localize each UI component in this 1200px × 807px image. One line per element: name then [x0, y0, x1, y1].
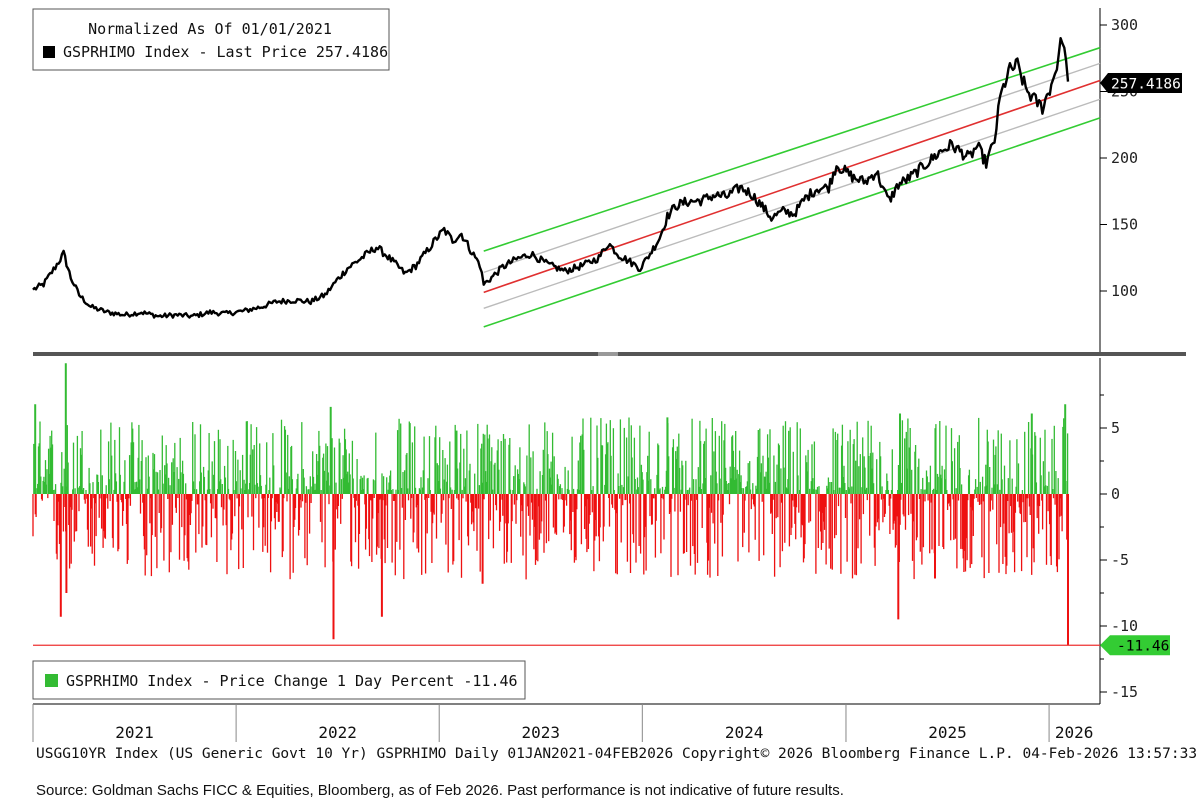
last-change-tag: -11.46 [1100, 635, 1170, 656]
trend-channel [483, 46, 1101, 328]
year-label: 2025 [928, 723, 967, 742]
channel-green-upper [483, 46, 1101, 252]
legend-title: Normalized As Of 01/01/2021 [88, 20, 332, 38]
channel-grey-upper [483, 62, 1101, 274]
year-label: 2024 [725, 723, 764, 742]
divider-handle[interactable] [598, 352, 618, 356]
bloomberg-footer: USGG10YR Index (US Generic Govt 10 Yr) G… [36, 746, 1198, 762]
price-tick-label: 150 [1111, 216, 1138, 234]
time-axis: 2021 2022 2023 2024 2025 2026 [32, 703, 1100, 742]
year-label: 2026 [1055, 723, 1094, 742]
price-panel: 100150200250300 257.4186 Normalized As O… [32, 8, 1182, 352]
legend-swatch-price [43, 46, 55, 58]
daily-change-bars [32, 363, 1069, 646]
channel-red-mid [483, 79, 1101, 294]
year-label: 2022 [318, 723, 357, 742]
source-note: Source: Goldman Sachs FICC & Equities, B… [36, 782, 844, 799]
change-tick-label: -10 [1111, 617, 1138, 635]
price-tick-label: 300 [1111, 16, 1138, 34]
change-tick-label: -15 [1111, 683, 1138, 701]
change-y-ticks: 5 0 -5 -10 -15 [1100, 394, 1138, 701]
year-label: 2023 [521, 723, 560, 742]
last-price-label: 257.4186 [1111, 77, 1181, 93]
daily-change-panel: 5 0 -5 -10 -15 -11.46 GSPRHIMO Index - Price… [32, 358, 1170, 704]
change-tick-label: 5 [1111, 419, 1120, 437]
channel-grey-lower [483, 98, 1101, 309]
change-tick-label: -5 [1111, 551, 1129, 569]
year-label: 2021 [115, 723, 154, 742]
change-legend: GSPRHIMO Index - Price Change 1 Day Perc… [32, 660, 526, 700]
legend-entry-price: GSPRHIMO Index - Last Price 257.4186 [63, 43, 388, 61]
price-line [32, 37, 1070, 319]
legend-swatch-change [45, 674, 58, 687]
price-y-ticks: 100150200250300 [1100, 16, 1138, 300]
price-tick-label: 200 [1111, 149, 1138, 167]
channel-green-lower [483, 117, 1101, 328]
last-change-label: -11.46 [1117, 638, 1169, 654]
price-tick-label: 100 [1111, 282, 1138, 300]
legend-entry-change: GSPRHIMO Index - Price Change 1 Day Perc… [66, 672, 518, 690]
price-legend: Normalized As Of 01/01/2021 GSPRHIMO Ind… [32, 8, 390, 71]
last-price-tag: 257.4186 [1100, 73, 1182, 93]
change-tick-label: 0 [1111, 485, 1120, 503]
year-ticks: 2021 2022 2023 2024 2025 2026 [32, 704, 1094, 742]
